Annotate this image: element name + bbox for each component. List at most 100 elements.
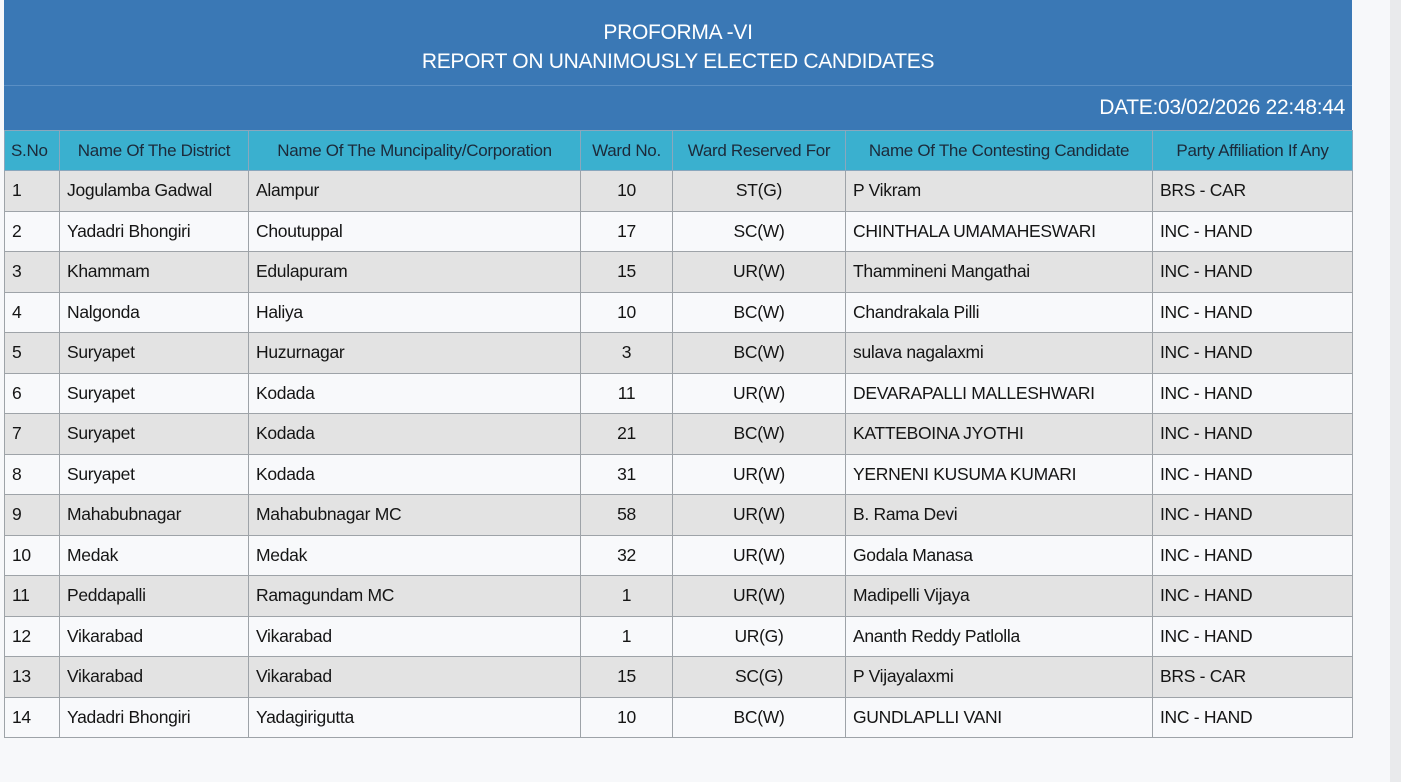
cell-candidate: GUNDLAPLLI VANI xyxy=(845,696,1153,738)
cell-candidate: sulava nagalaxmi xyxy=(845,332,1153,374)
table-row: 10 Medak Medak 32 UR(W) Godala Manasa IN… xyxy=(4,534,1353,576)
cell-municipality: Kodada xyxy=(248,453,581,495)
cell-sno: 7 xyxy=(4,413,60,455)
cell-candidate: Ananth Reddy Patlolla xyxy=(845,615,1153,657)
cell-district: Vikarabad xyxy=(59,615,249,657)
cell-party: INC - HAND xyxy=(1152,210,1353,252)
table-row: 7 Suryapet Kodada 21 BC(W) KATTEBOINA JY… xyxy=(4,413,1353,455)
cell-ward-no: 11 xyxy=(580,372,673,414)
cell-candidate: CHINTHALA UMAMAHESWARI xyxy=(845,210,1153,252)
cell-municipality: Ramagundam MC xyxy=(248,575,581,617)
cell-sno: 5 xyxy=(4,332,60,374)
table-row: 13 Vikarabad Vikarabad 15 SC(G) P Vijaya… xyxy=(4,656,1353,698)
cell-party: INC - HAND xyxy=(1152,413,1353,455)
cell-ward-reserved: UR(W) xyxy=(672,575,846,617)
cell-candidate: KATTEBOINA JYOTHI xyxy=(845,413,1153,455)
cell-sno: 6 xyxy=(4,372,60,414)
cell-municipality: Haliya xyxy=(248,291,581,333)
cell-district: Medak xyxy=(59,534,249,576)
cell-municipality: Huzurnagar xyxy=(248,332,581,374)
cell-district: Jogulamba Gadwal xyxy=(59,170,249,212)
cell-candidate: YERNENI KUSUMA KUMARI xyxy=(845,453,1153,495)
cell-party: INC - HAND xyxy=(1152,575,1353,617)
table-row: 2 Yadadri Bhongiri Choutuppal 17 SC(W) C… xyxy=(4,210,1353,252)
cell-sno: 1 xyxy=(4,170,60,212)
cell-sno: 2 xyxy=(4,210,60,252)
table-row: 4 Nalgonda Haliya 10 BC(W) Chandrakala P… xyxy=(4,291,1353,333)
table-row: 12 Vikarabad Vikarabad 1 UR(G) Ananth Re… xyxy=(4,615,1353,657)
cell-district: Khammam xyxy=(59,251,249,293)
cell-party: INC - HAND xyxy=(1152,696,1353,738)
cell-ward-no: 15 xyxy=(580,656,673,698)
cell-district: Nalgonda xyxy=(59,291,249,333)
cell-candidate: P Vikram xyxy=(845,170,1153,212)
cell-party: INC - HAND xyxy=(1152,291,1353,333)
cell-party: INC - HAND xyxy=(1152,332,1353,374)
cell-sno: 13 xyxy=(4,656,60,698)
cell-municipality: Medak xyxy=(248,534,581,576)
cell-municipality: Kodada xyxy=(248,413,581,455)
cell-district: Vikarabad xyxy=(59,656,249,698)
cell-ward-reserved: BC(W) xyxy=(672,413,846,455)
cell-ward-reserved: SC(G) xyxy=(672,656,846,698)
cell-party: INC - HAND xyxy=(1152,251,1353,293)
cell-ward-no: 21 xyxy=(580,413,673,455)
cell-ward-reserved: UR(W) xyxy=(672,251,846,293)
cell-party: INC - HAND xyxy=(1152,453,1353,495)
cell-ward-no: 1 xyxy=(580,575,673,617)
cell-district: Suryapet xyxy=(59,372,249,414)
cell-municipality: Edulapuram xyxy=(248,251,581,293)
cell-ward-reserved: ST(G) xyxy=(672,170,846,212)
cell-ward-reserved: UR(W) xyxy=(672,534,846,576)
cell-candidate: P Vijayalaxmi xyxy=(845,656,1153,698)
header-ward-no: Ward No. xyxy=(580,130,673,171)
cell-municipality: Mahabubnagar MC xyxy=(248,494,581,536)
header-district: Name Of The District xyxy=(59,130,249,171)
cell-sno: 11 xyxy=(4,575,60,617)
cell-sno: 10 xyxy=(4,534,60,576)
cell-ward-no: 10 xyxy=(580,291,673,333)
table-row: 3 Khammam Edulapuram 15 UR(W) Thammineni… xyxy=(4,251,1353,293)
cell-ward-no: 10 xyxy=(580,170,673,212)
cell-party: INC - HAND xyxy=(1152,534,1353,576)
cell-district: Yadadri Bhongiri xyxy=(59,696,249,738)
header-sno: S.No xyxy=(4,130,60,171)
table-header-row: S.No Name Of The District Name Of The Mu… xyxy=(4,130,1353,171)
cell-candidate: Chandrakala Pilli xyxy=(845,291,1153,333)
cell-ward-reserved: BC(W) xyxy=(672,291,846,333)
cell-sno: 9 xyxy=(4,494,60,536)
report: PROFORMA -VI REPORT ON UNANIMOUSLY ELECT… xyxy=(4,0,1353,738)
cell-ward-no: 1 xyxy=(580,615,673,657)
cell-sno: 4 xyxy=(4,291,60,333)
cell-ward-reserved: UR(W) xyxy=(672,453,846,495)
table-row: 1 Jogulamba Gadwal Alampur 10 ST(G) P Vi… xyxy=(4,170,1353,212)
table-row: 14 Yadadri Bhongiri Yadagirigutta 10 BC(… xyxy=(4,696,1353,738)
cell-ward-reserved: UR(W) xyxy=(672,372,846,414)
report-title-band: PROFORMA -VI REPORT ON UNANIMOUSLY ELECT… xyxy=(4,0,1352,86)
cell-municipality: Yadagirigutta xyxy=(248,696,581,738)
cell-sno: 12 xyxy=(4,615,60,657)
cell-district: Mahabubnagar xyxy=(59,494,249,536)
cell-ward-no: 31 xyxy=(580,453,673,495)
cell-district: Yadadri Bhongiri xyxy=(59,210,249,252)
cell-district: Peddapalli xyxy=(59,575,249,617)
cell-party: BRS - CAR xyxy=(1152,656,1353,698)
header-ward-reserved: Ward Reserved For xyxy=(672,130,846,171)
cell-municipality: Alampur xyxy=(248,170,581,212)
report-date: DATE:03/02/2026 22:48:44 xyxy=(4,86,1352,130)
cell-sno: 14 xyxy=(4,696,60,738)
cell-candidate: DEVARAPALLI MALLESHWARI xyxy=(845,372,1153,414)
cell-municipality: Kodada xyxy=(248,372,581,414)
header-party: Party Affiliation If Any xyxy=(1152,130,1353,171)
table-row: 8 Suryapet Kodada 31 UR(W) YERNENI KUSUM… xyxy=(4,453,1353,495)
cell-candidate: Godala Manasa xyxy=(845,534,1153,576)
cell-district: Suryapet xyxy=(59,332,249,374)
cell-ward-reserved: SC(W) xyxy=(672,210,846,252)
candidates-table: S.No Name Of The District Name Of The Mu… xyxy=(4,130,1353,738)
cell-ward-no: 58 xyxy=(580,494,673,536)
table-row: 5 Suryapet Huzurnagar 3 BC(W) sulava nag… xyxy=(4,332,1353,374)
cell-ward-reserved: UR(G) xyxy=(672,615,846,657)
cell-party: INC - HAND xyxy=(1152,372,1353,414)
cell-ward-no: 3 xyxy=(580,332,673,374)
